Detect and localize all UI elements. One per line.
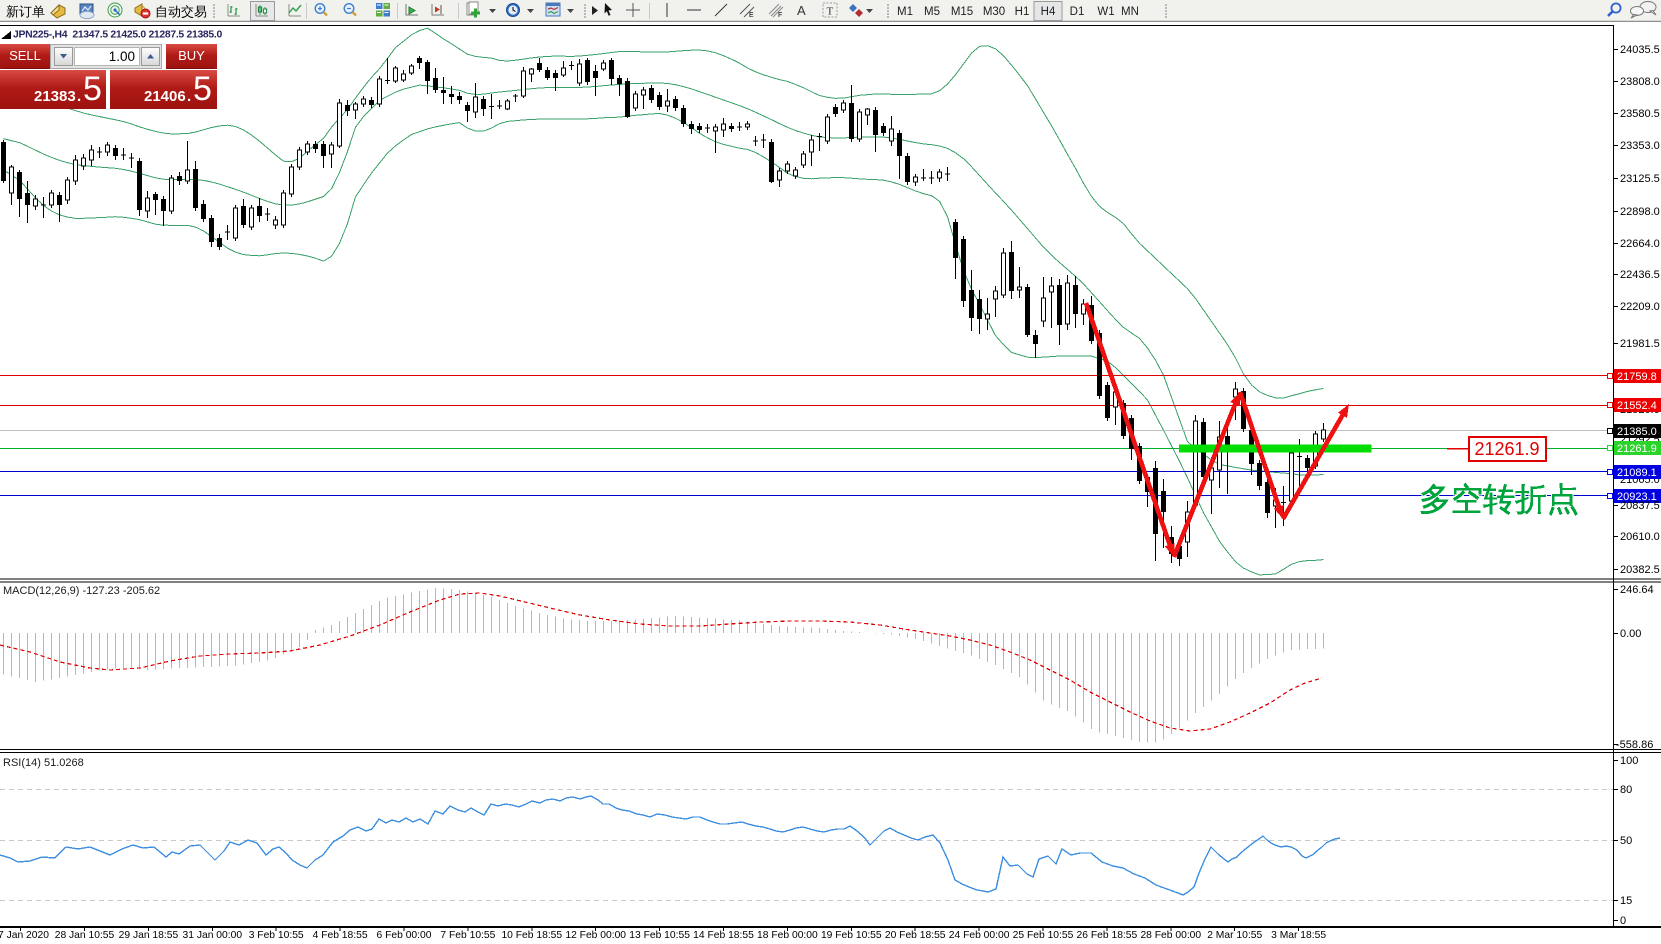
svg-text:20610.0: 20610.0 bbox=[1620, 531, 1660, 543]
svg-text:23353.0: 23353.0 bbox=[1620, 140, 1660, 152]
svg-text:H1: H1 bbox=[1015, 6, 1030, 18]
svg-text:22898.0: 22898.0 bbox=[1620, 206, 1660, 218]
svg-text:19 Feb 10:55: 19 Feb 10:55 bbox=[821, 930, 882, 941]
svg-text:21089.1: 21089.1 bbox=[1617, 467, 1657, 479]
svg-text:F: F bbox=[778, 12, 782, 19]
svg-text:12 Feb 00:00: 12 Feb 00:00 bbox=[565, 930, 626, 941]
svg-text:22664.0: 22664.0 bbox=[1620, 238, 1660, 250]
svg-text:21759.8: 21759.8 bbox=[1617, 371, 1657, 383]
svg-text:23580.5: 23580.5 bbox=[1620, 108, 1660, 120]
svg-text:3 Feb 10:55: 3 Feb 10:55 bbox=[249, 930, 304, 941]
svg-text:MACD(12,26,9) -127.23 -205.62: MACD(12,26,9) -127.23 -205.62 bbox=[3, 585, 160, 597]
svg-text:A: A bbox=[797, 3, 806, 18]
svg-text:0.00: 0.00 bbox=[1620, 628, 1641, 640]
svg-text:22436.5: 22436.5 bbox=[1620, 269, 1660, 281]
svg-text:M5: M5 bbox=[924, 6, 940, 18]
svg-text:22209.0: 22209.0 bbox=[1620, 301, 1660, 313]
svg-text:18 Feb 00:00: 18 Feb 00:00 bbox=[757, 930, 818, 941]
svg-text:13 Feb 10:55: 13 Feb 10:55 bbox=[629, 930, 690, 941]
svg-text:20837.5: 20837.5 bbox=[1620, 500, 1660, 512]
svg-text:23808.0: 23808.0 bbox=[1620, 76, 1660, 88]
svg-text:15: 15 bbox=[1620, 895, 1632, 907]
svg-text:29 Jan 18:55: 29 Jan 18:55 bbox=[119, 930, 179, 941]
svg-text:JPN225-,H4 21347.5 21425.0 21: JPN225-,H4 21347.5 21425.0 21287.5 21385… bbox=[13, 30, 222, 41]
svg-text:21552.4: 21552.4 bbox=[1617, 400, 1657, 412]
svg-text:D1: D1 bbox=[1070, 6, 1085, 18]
svg-text:M30: M30 bbox=[983, 6, 1005, 18]
svg-text:H4: H4 bbox=[1041, 6, 1056, 18]
svg-text:100: 100 bbox=[1620, 755, 1638, 767]
svg-text:27 Jan 2020: 27 Jan 2020 bbox=[0, 930, 49, 941]
svg-text:20382.5: 20382.5 bbox=[1620, 564, 1660, 576]
svg-text:3 Mar 18:55: 3 Mar 18:55 bbox=[1271, 930, 1326, 941]
svg-text:28 Jan 10:55: 28 Jan 10:55 bbox=[55, 930, 115, 941]
svg-text:20 Feb 18:55: 20 Feb 18:55 bbox=[885, 930, 946, 941]
svg-text:W1: W1 bbox=[1097, 6, 1114, 18]
svg-text:28 Feb 00:00: 28 Feb 00:00 bbox=[1140, 930, 1201, 941]
svg-text:RSI(14) 51.0268: RSI(14) 51.0268 bbox=[3, 757, 84, 769]
svg-text:50: 50 bbox=[1620, 835, 1632, 847]
svg-text:26 Feb 18:55: 26 Feb 18:55 bbox=[1077, 930, 1138, 941]
svg-text:E: E bbox=[749, 12, 754, 19]
svg-text:MN: MN bbox=[1121, 6, 1139, 18]
svg-text:14 Feb 18:55: 14 Feb 18:55 bbox=[693, 930, 754, 941]
svg-text:-558.86: -558.86 bbox=[1616, 739, 1653, 751]
svg-text:31 Jan 00:00: 31 Jan 00:00 bbox=[183, 930, 243, 941]
svg-text:2 Mar 10:55: 2 Mar 10:55 bbox=[1207, 930, 1262, 941]
svg-text:4 Feb 18:55: 4 Feb 18:55 bbox=[313, 930, 368, 941]
svg-text:25 Feb 10:55: 25 Feb 10:55 bbox=[1013, 930, 1074, 941]
svg-text:21981.5: 21981.5 bbox=[1620, 338, 1660, 350]
svg-text:23125.5: 23125.5 bbox=[1620, 173, 1660, 185]
svg-text:M15: M15 bbox=[951, 6, 973, 18]
svg-text:0: 0 bbox=[1620, 915, 1626, 927]
svg-text:24 Feb 00:00: 24 Feb 00:00 bbox=[949, 930, 1010, 941]
svg-text:80: 80 bbox=[1620, 784, 1632, 796]
svg-text:20923.1: 20923.1 bbox=[1617, 491, 1657, 503]
svg-text:M1: M1 bbox=[897, 6, 913, 18]
svg-text:7 Feb 10:55: 7 Feb 10:55 bbox=[440, 930, 495, 941]
svg-text:21261.9: 21261.9 bbox=[1474, 439, 1539, 459]
svg-text:246.64: 246.64 bbox=[1620, 584, 1654, 596]
svg-text:24035.5: 24035.5 bbox=[1620, 44, 1660, 56]
svg-text:T: T bbox=[827, 6, 834, 18]
svg-text:21261.9: 21261.9 bbox=[1617, 443, 1657, 455]
svg-text:10 Feb 18:55: 10 Feb 18:55 bbox=[501, 930, 562, 941]
svg-text:6 Feb 00:00: 6 Feb 00:00 bbox=[377, 930, 432, 941]
svg-text:21385.0: 21385.0 bbox=[1617, 426, 1657, 438]
